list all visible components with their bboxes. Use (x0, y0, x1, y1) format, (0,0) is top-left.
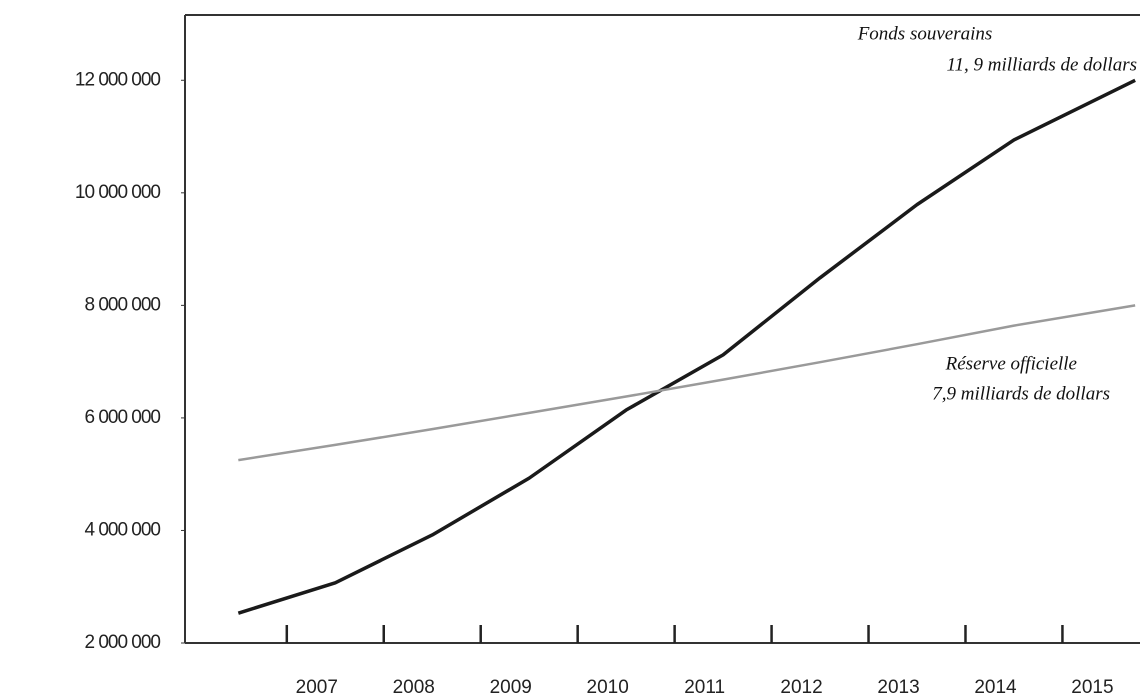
annotation: 7,9 milliards de dollars (932, 383, 1110, 404)
x-tick-label: 2012 (780, 677, 822, 696)
x-tick-label: 2010 (587, 677, 629, 696)
annotation: 11, 9 milliards de dollars (946, 54, 1137, 75)
y-tick-label: 12 000 000 (75, 69, 161, 90)
annotation: Fonds souverains (857, 23, 993, 44)
y-tick-label: 6 000 000 (84, 407, 160, 428)
x-tick-label: 2013 (877, 677, 919, 696)
x-tick-label: 2011 (684, 677, 725, 696)
y-tick-label: 2 000 000 (84, 632, 160, 653)
series-line (238, 304, 1136, 462)
series-line (237, 78, 1136, 615)
x-tick-label: 2009 (490, 677, 532, 696)
x-tick-label: 2007 (296, 677, 338, 696)
x-tick-label: 2008 (393, 677, 435, 696)
y-tick-label: 4 000 000 (84, 519, 160, 540)
y-tick-label: 8 000 000 (84, 294, 160, 315)
x-tick-label: 2014 (974, 677, 1017, 696)
y-tick-label: 10 000 000 (75, 182, 161, 203)
annotation: Réserve officielle (945, 353, 1077, 374)
x-tick-label: 2015 (1071, 677, 1113, 696)
